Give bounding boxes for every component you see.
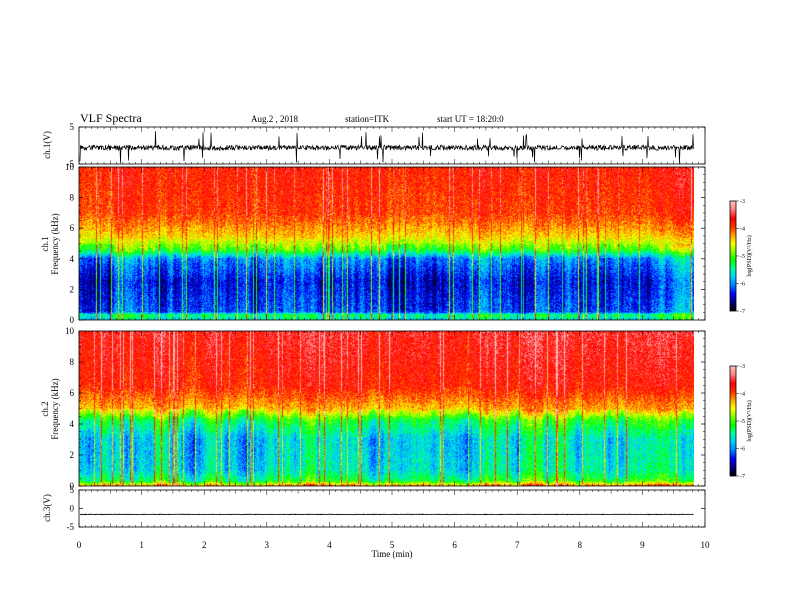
time-axis: 0 1 2 3 4 5 6 7 8 9 10 xyxy=(77,540,710,550)
ch1-spectrogram-tick-label: 10 xyxy=(65,162,75,172)
time-axis-tick-label: 3 xyxy=(265,540,270,550)
time-axis-tick-label: 10 xyxy=(701,540,711,550)
ch3-waveform-ylabel: ch.3(V) xyxy=(42,494,52,522)
ch2-spectrogram-tick-label: 2 xyxy=(70,450,75,460)
ch1-spectrogram-ticks: 0 2 4 6 8 10 xyxy=(65,162,706,325)
ch1-waveform-ylabel: ch.1(V) xyxy=(42,131,52,159)
ch1-waveform-line xyxy=(79,131,694,164)
time-axis-tick-label: 2 xyxy=(202,540,207,550)
ch2-spectrogram-tick-label: 4 xyxy=(70,419,75,429)
ch1-waveform-tick-label: 5 xyxy=(70,122,75,132)
ch1-spectrogram-tick-label: 0 xyxy=(70,315,75,325)
ch1-spectrogram-tick-label: 6 xyxy=(70,223,75,233)
time-axis-tick-label: 7 xyxy=(515,540,520,550)
ch3-waveform-ticks: 5 0 -5 xyxy=(67,485,706,532)
ch3-waveform-panel: 5 0 -5 ch.3(V) xyxy=(42,485,706,532)
ch2-spectrogram-ylabel-frequency: Frequency (kHz) xyxy=(50,378,60,439)
ch2-spectrogram-ylabel-channel: ch.2 xyxy=(40,401,50,416)
ch1-colorbar-tick-label: -5 xyxy=(740,254,745,260)
ch1-spectrogram-tick-label: 4 xyxy=(70,254,75,264)
time-axis-tick-label: 4 xyxy=(327,540,332,550)
time-axis-tick-label: 5 xyxy=(390,540,395,550)
time-axis-label: Time (min) xyxy=(372,549,413,559)
ch1-spectrogram-tick-label: 2 xyxy=(70,284,75,294)
ch2-colorbar-tick-label: -7 xyxy=(740,474,745,480)
ch1-spectrogram-image xyxy=(79,167,694,320)
time-axis-tick-label: 9 xyxy=(640,540,645,550)
ch1-colorbar xyxy=(730,201,736,311)
ch2-spectrogram-ticks: 0 2 4 6 8 10 xyxy=(65,326,706,491)
start-time-label: start UT = 18:20:0 xyxy=(437,114,504,124)
ch1-waveform-panel: 5 -5 ch.1(V) xyxy=(42,122,706,169)
ch1-spectrogram-ylabel-frequency: Frequency (kHz) xyxy=(50,213,60,274)
ch1-colorbar-tick-label: -6 xyxy=(740,282,745,288)
time-axis-tick-label: 8 xyxy=(578,540,583,550)
ch2-colorbar-tick-label: -5 xyxy=(740,419,745,425)
ch3-waveform-tick-label: 5 xyxy=(70,485,75,495)
ch2-spectrogram-tick-label: 8 xyxy=(70,357,75,367)
ch3-waveform-tick-label: -5 xyxy=(67,522,75,532)
ch1-spectrogram-tick-label: 8 xyxy=(70,193,75,203)
ch2-colorbar-ticks: -3 -4 -5 -6 -7 xyxy=(736,364,745,480)
ch2-spectrogram-tick-label: 6 xyxy=(70,388,75,398)
figure-title: VLF Spectra xyxy=(80,111,142,125)
ch1-colorbar-tick-label: -4 xyxy=(740,227,745,233)
time-axis-tick-label: 0 xyxy=(77,540,82,550)
ch3-waveform-line xyxy=(79,513,694,516)
ch1-waveform-tick-label: -5 xyxy=(67,159,75,169)
ch2-spectrogram-image xyxy=(79,331,694,486)
ch2-colorbar-tick-label: -6 xyxy=(740,447,745,453)
station-label: station=ITK xyxy=(345,114,390,124)
ch2-spectrogram-tick-label: 10 xyxy=(65,326,75,336)
ch1-colorbar-tick-label: -7 xyxy=(740,309,745,315)
ch2-colorbar-tick-label: -3 xyxy=(740,364,745,370)
ch1-colorbar-ticks: -3 -4 -5 -6 -7 xyxy=(736,199,745,315)
ch1-waveform-ticks: 5 -5 xyxy=(67,122,706,169)
ch1-colorbar-label: log(PSD)(V²/Hz) xyxy=(746,235,753,276)
ch1-spectrogram-ylabel-channel: ch.1 xyxy=(40,236,50,251)
ch2-spectrogram-tick-label: 0 xyxy=(70,481,75,491)
time-axis-tick-label: 6 xyxy=(452,540,457,550)
ch1-colorbar-tick-label: -3 xyxy=(740,199,745,205)
time-axis-tick-label: 1 xyxy=(139,540,144,550)
ch2-colorbar-tick-label: -4 xyxy=(740,392,745,398)
ch2-colorbar-label: log(PSD)(V²/Hz) xyxy=(746,400,753,441)
ch2-colorbar xyxy=(730,366,736,476)
date-label: Aug.2 , 2018 xyxy=(251,114,298,124)
ch3-waveform-frame xyxy=(78,489,706,528)
ch3-waveform-tick-label: 0 xyxy=(70,504,75,514)
